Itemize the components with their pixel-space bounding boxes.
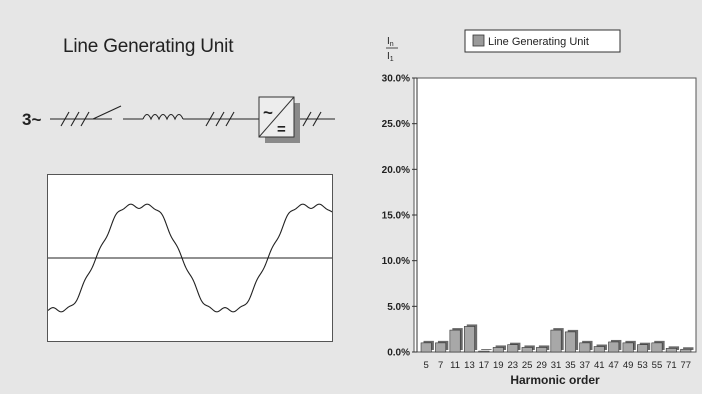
x-tick-label: 77 — [681, 360, 692, 371]
converter-dc-symbol: = — [277, 121, 286, 138]
x-tick-label: 49 — [623, 360, 634, 371]
x-tick-label: 17 — [479, 360, 490, 371]
bar-harmonic-41 — [593, 346, 605, 353]
current-waveform-plot — [48, 203, 332, 313]
x-tick-label: 31 — [551, 360, 562, 371]
svg-text:In: In — [387, 36, 394, 48]
plot-area — [413, 77, 697, 353]
bar-harmonic-77 — [680, 348, 692, 353]
bar-harmonic-17 — [478, 350, 490, 353]
current-waveform-panel — [47, 174, 333, 342]
y-label-denominator: I — [387, 51, 390, 62]
bar-harmonic-11 — [449, 329, 461, 353]
legend-label: Line Generating Unit — [488, 36, 589, 48]
x-tick-label: 37 — [580, 360, 591, 371]
converter-ac-symbol: ~ — [263, 103, 273, 122]
y-tick-label: 0.0% — [387, 348, 410, 359]
current-waveform-line — [48, 203, 332, 313]
y-tick-label: 30.0% — [382, 74, 410, 85]
bar-harmonic-23 — [507, 344, 519, 353]
bar-harmonic-71 — [665, 348, 677, 353]
y-tick-label: 10.0% — [382, 256, 410, 267]
y-tick-label: 25.0% — [382, 119, 410, 130]
x-axis-label: Harmonic order — [510, 373, 600, 387]
x-tick-label: 55 — [652, 360, 663, 371]
svg-text:I1: I1 — [387, 51, 394, 63]
bar-harmonic-13 — [463, 326, 475, 353]
phase-slash-icon — [225, 111, 235, 127]
bar-harmonic-35 — [564, 331, 576, 353]
y-tick-label: 5.0% — [387, 302, 410, 313]
bar-shadow — [683, 347, 694, 350]
phase-slash-icon — [80, 111, 90, 127]
y-tick-label: 15.0% — [382, 211, 410, 222]
bar-harmonic-29 — [536, 347, 548, 353]
phase-slash-icon — [205, 111, 215, 127]
bar-harmonic-31 — [550, 329, 562, 353]
bar-harmonic-25 — [521, 347, 533, 353]
x-tick-label: 13 — [464, 360, 475, 371]
circuit-schematic: 3~ ~ = — [22, 96, 335, 143]
inductor-icon — [142, 113, 184, 121]
x-tick-label: 25 — [522, 360, 533, 371]
x-tick-label: 11 — [450, 360, 460, 371]
converter-diagonal — [258, 96, 295, 138]
phase-slash-icon — [312, 111, 322, 127]
bar-harmonic-37 — [579, 342, 591, 353]
y-label-numerator-sub: n — [390, 41, 394, 48]
phase-slash-icon — [215, 111, 225, 127]
bar-harmonic-5 — [420, 342, 432, 353]
y-tick-label: 20.0% — [382, 165, 410, 176]
x-tick-label: 71 — [666, 360, 677, 371]
x-tick-label: 23 — [507, 360, 518, 371]
bar-harmonic-53 — [637, 344, 649, 353]
page-title: Line Generating Unit — [63, 36, 234, 57]
x-tick-label: 47 — [608, 360, 619, 371]
x-tick-label: 35 — [565, 360, 576, 371]
bar-harmonic-19 — [492, 347, 504, 353]
y-label-denominator-sub: 1 — [390, 56, 394, 63]
legend-swatch — [472, 34, 485, 47]
bar-harmonic-55 — [651, 342, 663, 353]
switch-icon — [92, 105, 122, 120]
phase-slash-icon — [70, 111, 80, 127]
x-tick-label: 29 — [536, 360, 547, 371]
phase-slash-icon — [302, 111, 312, 127]
bar-harmonic-49 — [622, 342, 634, 353]
bar-harmonic-47 — [608, 341, 620, 353]
phase-label: 3~ — [22, 110, 41, 129]
bar-harmonic-7 — [435, 342, 447, 353]
x-tick-label: 19 — [493, 360, 504, 371]
bar-shadow — [481, 349, 492, 350]
x-tick-label: 41 — [594, 360, 605, 371]
x-tick-label: 53 — [637, 360, 648, 371]
y-axis-label: In I1 — [386, 36, 398, 63]
y-label-numerator: I — [387, 36, 390, 47]
x-tick-label: 5 — [424, 360, 429, 371]
x-tick-label: 7 — [438, 360, 443, 371]
chart-legend: Line Generating Unit — [464, 29, 621, 53]
phase-slash-icon — [60, 111, 70, 127]
